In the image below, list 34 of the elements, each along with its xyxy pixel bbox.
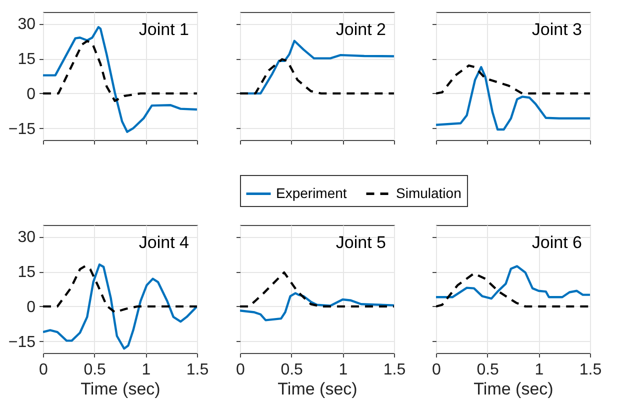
y-tick-label: −15 (8, 120, 36, 138)
x-tick-label: 0.5 (476, 362, 500, 378)
line-series (43, 40, 197, 102)
y-tick-label: −15 (8, 334, 36, 351)
x-axis-title: Time (sec) (278, 380, 358, 398)
y-tick-label: 15 (18, 264, 36, 282)
x-tick-label: 0.5 (280, 362, 304, 378)
legend-label: Simulation (396, 184, 462, 201)
x-tick-label: 1.5 (383, 362, 406, 378)
x-tick-label: 0 (432, 362, 442, 378)
x-tick-label: 1.5 (186, 362, 209, 378)
x-tick-label: 1 (142, 362, 151, 378)
y-tick-label: 30 (18, 16, 36, 34)
x-tick-label: 0.5 (84, 362, 106, 378)
x-tick-label: 1 (338, 362, 348, 378)
x-axis-title: Time (sec) (80, 380, 160, 398)
chart-title: Joint 2 (336, 20, 386, 39)
y-tick-label: 0 (26, 86, 36, 103)
line-series (43, 263, 197, 350)
y-tick-label: 0 (26, 298, 36, 316)
legend-label: Experiment (276, 184, 347, 201)
chart-title: Joint 4 (138, 233, 189, 252)
chart-title: Joint 1 (138, 20, 189, 39)
x-tick-label: 1 (534, 362, 544, 378)
line-series (43, 265, 197, 314)
x-tick-label: 0 (39, 362, 48, 378)
y-tick-label: 30 (18, 229, 36, 246)
y-tick-label: 15 (18, 51, 36, 68)
chart-title: Joint 3 (532, 20, 582, 39)
chart-title: Joint 6 (532, 233, 582, 252)
chart-title: Joint 5 (336, 233, 386, 252)
x-axis-title: Time (sec) (474, 380, 554, 398)
x-tick-label: 0 (236, 362, 246, 378)
x-tick-label: 1.5 (579, 362, 602, 378)
